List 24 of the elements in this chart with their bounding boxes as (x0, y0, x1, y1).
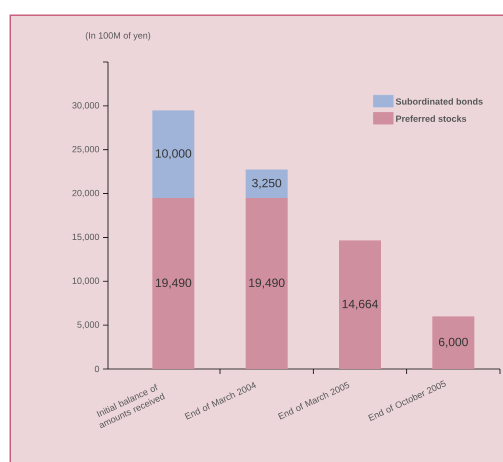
bar (152, 198, 194, 369)
data-label: 6,000 (438, 338, 468, 348)
y-tick-label: 10,000 (72, 278, 100, 285)
y-tick-label: 5,000 (77, 321, 100, 329)
data-label: 10,000 (156, 149, 192, 160)
data-label: 19,490 (249, 278, 285, 288)
legend-label: Preferred stocks (396, 115, 466, 122)
bar (246, 198, 288, 369)
bar (339, 240, 381, 369)
y-tick-label: 30,000 (72, 102, 100, 110)
bar (152, 110, 194, 198)
y-tick-label: 20,000 (72, 190, 100, 198)
x-tick-label: End of March 2004 (184, 382, 256, 420)
data-label: 14,664 (342, 300, 378, 310)
y-axis-title: (In 100M of yen) (86, 32, 150, 40)
data-label: 19,490 (156, 278, 192, 288)
bar (432, 316, 474, 369)
data-label: 3,250 (252, 178, 282, 189)
legend-label: Subordinated bonds (396, 98, 483, 105)
y-tick-label: 25,000 (72, 146, 100, 154)
bar (246, 170, 288, 198)
y-tick-label: 15,000 (72, 234, 100, 242)
y-tick-label: 0 (94, 366, 100, 372)
x-tick-label: End of March 2005 (278, 382, 350, 420)
